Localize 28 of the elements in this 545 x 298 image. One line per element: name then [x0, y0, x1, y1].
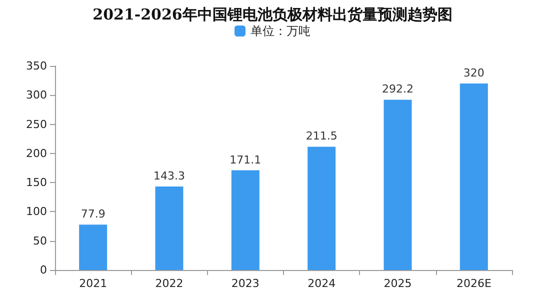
y-tick-label: 300	[26, 88, 47, 102]
y-tick-label: 250	[26, 118, 47, 131]
data-label: 211.5	[306, 130, 338, 143]
bar	[460, 83, 488, 270]
bar	[79, 224, 108, 270]
y-tick-label: 200	[26, 146, 47, 160]
data-label: 320	[463, 66, 484, 80]
x-tick-label: 2023	[231, 277, 260, 290]
data-label: 171.1	[230, 153, 262, 166]
chart-title: 2021-2026年中国锂电池负极材料出货量预测趋势图	[92, 6, 452, 24]
bar	[231, 170, 260, 270]
y-tick-label: 50	[33, 234, 47, 248]
x-tick-label: 2022	[155, 277, 184, 290]
bar	[308, 146, 336, 270]
x-tick-label: 2025	[384, 277, 412, 290]
x-tick-label: 2026E	[456, 277, 492, 290]
data-label: 143.3	[154, 169, 185, 182]
y-tick-label: 100	[26, 205, 47, 218]
bar	[384, 100, 412, 270]
data-label: 292.2	[382, 82, 414, 96]
x-tick-label: 2021	[79, 277, 108, 290]
x-tick-label: 2024	[308, 277, 336, 290]
y-tick-label: 150	[26, 176, 47, 190]
y-tick-label: 0	[40, 264, 47, 276]
data-label: 77.9	[80, 208, 106, 221]
bar	[155, 186, 184, 270]
legend-label: 单位：万吨	[250, 24, 310, 38]
y-tick-label: 350	[26, 60, 47, 72]
